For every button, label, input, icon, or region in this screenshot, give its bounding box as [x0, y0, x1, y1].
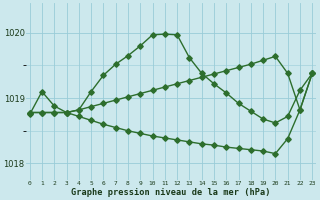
X-axis label: Graphe pression niveau de la mer (hPa): Graphe pression niveau de la mer (hPa): [71, 188, 271, 197]
